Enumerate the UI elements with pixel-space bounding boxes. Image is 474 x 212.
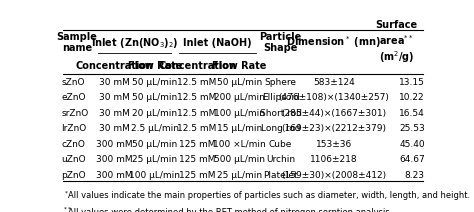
Text: Short rod: Short rod: [260, 109, 301, 118]
Text: Inlet (NaOH): Inlet (NaOH): [183, 38, 252, 47]
Text: 50 μL/min: 50 μL/min: [132, 78, 177, 87]
Text: (169±23)×(2212±379): (169±23)×(2212±379): [282, 124, 386, 133]
Text: 25 μL/min: 25 μL/min: [217, 171, 262, 180]
Text: 8.23: 8.23: [405, 171, 425, 180]
Text: 300 mM: 300 mM: [96, 171, 133, 180]
Text: Concentration: Concentration: [75, 61, 154, 71]
Text: Concentration: Concentration: [158, 61, 236, 71]
Text: Dimension$^*$ (mn): Dimension$^*$ (mn): [286, 35, 382, 50]
Text: 125 mM: 125 mM: [179, 140, 215, 149]
Text: (159±30)×(2008±412): (159±30)×(2008±412): [281, 171, 386, 180]
Text: 300 mM: 300 mM: [96, 140, 133, 149]
Text: All values were determined by the BET method of nitrogen sorption analysis.: All values were determined by the BET me…: [68, 208, 393, 212]
Text: 50 μL/min: 50 μL/min: [217, 78, 262, 87]
Text: 25.53: 25.53: [399, 124, 425, 133]
Text: Long rod: Long rod: [261, 124, 301, 133]
Text: 30 mM: 30 mM: [99, 78, 130, 87]
Text: (476±108)×(1340±257): (476±108)×(1340±257): [278, 93, 389, 102]
Text: $^*$: $^*$: [63, 191, 69, 200]
Text: 45.40: 45.40: [399, 140, 425, 149]
Text: 100 ×L/min: 100 ×L/min: [213, 140, 265, 149]
Text: 30 mM: 30 mM: [99, 124, 130, 133]
Text: Surface
area$^{**}$
(m$^2$/g): Surface area$^{**}$ (m$^2$/g): [375, 20, 417, 65]
Text: 100 μL/min: 100 μL/min: [214, 109, 265, 118]
Text: 30 mM: 30 mM: [99, 93, 130, 102]
Text: Flow Rate: Flow Rate: [128, 61, 182, 71]
Text: 12.5 mM: 12.5 mM: [177, 109, 217, 118]
Text: 25 μL/min: 25 μL/min: [132, 155, 177, 164]
Text: cZnO: cZnO: [61, 140, 85, 149]
Text: 50 μL/min: 50 μL/min: [132, 140, 177, 149]
Text: 12.5 mM: 12.5 mM: [177, 124, 217, 133]
Text: 583±124: 583±124: [313, 78, 355, 87]
Text: (285±44)×(1667±301): (285±44)×(1667±301): [281, 109, 386, 118]
Text: All values indicate the main properties of particles such as diameter, width, le: All values indicate the main properties …: [68, 191, 471, 200]
Text: srZnO: srZnO: [61, 109, 88, 118]
Text: $^{**}$: $^{**}$: [63, 208, 72, 212]
Text: 125 mM: 125 mM: [179, 171, 215, 180]
Text: 64.67: 64.67: [399, 155, 425, 164]
Text: Ellipsoid: Ellipsoid: [262, 93, 300, 102]
Text: 12.5 mM: 12.5 mM: [177, 93, 217, 102]
Text: 10.22: 10.22: [399, 93, 425, 102]
Text: 13.15: 13.15: [399, 78, 425, 87]
Text: 16.54: 16.54: [399, 109, 425, 118]
Text: 300 mM: 300 mM: [96, 155, 133, 164]
Text: Platelet: Platelet: [263, 171, 298, 180]
Text: 125 mM: 125 mM: [179, 155, 215, 164]
Text: 1106±218: 1106±218: [310, 155, 358, 164]
Text: Particle
Shape: Particle Shape: [259, 32, 302, 53]
Text: Flow Rate: Flow Rate: [212, 61, 266, 71]
Text: 153±36: 153±36: [316, 140, 352, 149]
Text: 100 μL/min: 100 μL/min: [129, 171, 180, 180]
Text: 20 μL/min: 20 μL/min: [132, 109, 177, 118]
Text: pZnO: pZnO: [61, 171, 86, 180]
Text: lrZnO: lrZnO: [61, 124, 86, 133]
Text: sZnO: sZnO: [61, 78, 84, 87]
Text: 15 μL/min: 15 μL/min: [217, 124, 262, 133]
Text: uZnO: uZnO: [61, 155, 86, 164]
Text: Urchin: Urchin: [266, 155, 295, 164]
Text: 500 μL/min: 500 μL/min: [214, 155, 265, 164]
Text: 12.5 mM: 12.5 mM: [177, 78, 217, 87]
Text: 200 μL/min: 200 μL/min: [214, 93, 264, 102]
Text: 50 μL/min: 50 μL/min: [132, 93, 177, 102]
Text: eZnO: eZnO: [61, 93, 86, 102]
Text: Inlet (Zn(NO$_3$)$_2$): Inlet (Zn(NO$_3$)$_2$): [91, 36, 178, 50]
Text: Sample
name: Sample name: [56, 32, 97, 53]
Text: Sphere: Sphere: [264, 78, 297, 87]
Text: Cube: Cube: [269, 140, 292, 149]
Text: 30 mM: 30 mM: [99, 109, 130, 118]
Text: 2.5 μL/min: 2.5 μL/min: [131, 124, 179, 133]
